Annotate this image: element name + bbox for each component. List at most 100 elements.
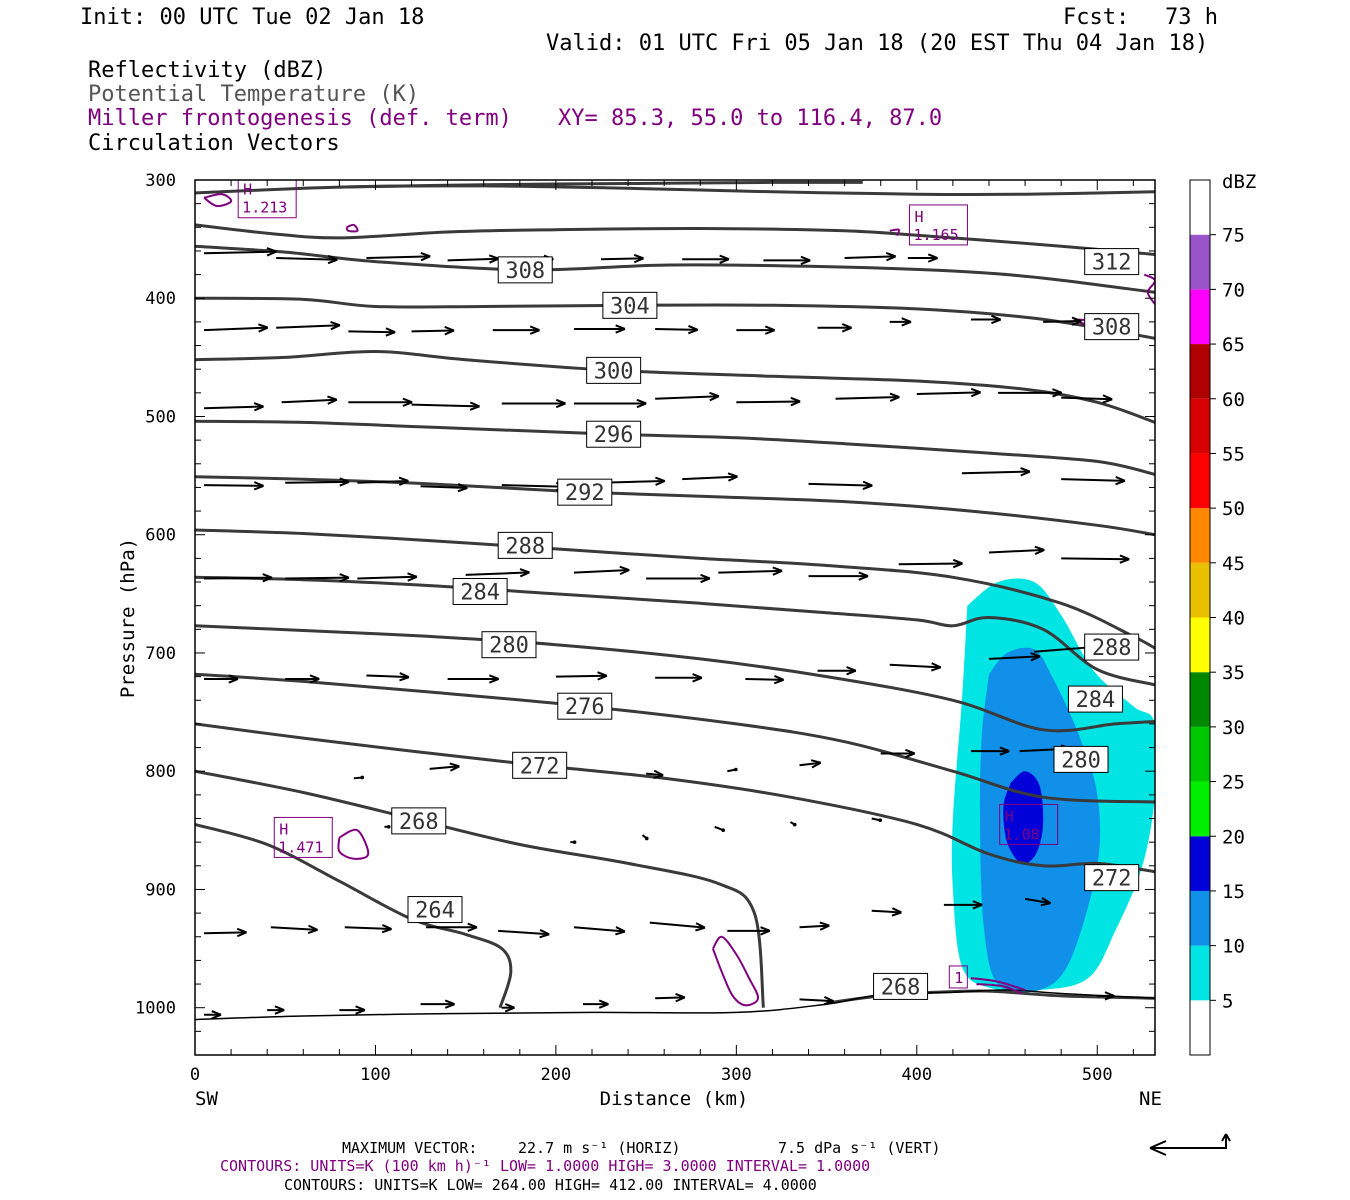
frontogenesis-max-letter: H (279, 820, 288, 838)
colorbar-label: 25 (1222, 772, 1245, 794)
frontogenesis-contour (711, 935, 760, 1007)
x-tick-label: 400 (901, 1065, 932, 1085)
circulation-vector (582, 999, 609, 1009)
circulation-vector (411, 401, 480, 411)
forecast-hour: 73 h (1165, 5, 1218, 30)
colorbar-label: 50 (1222, 498, 1245, 520)
circulation-vector (384, 824, 391, 829)
theta-label-text: 284 (1076, 688, 1116, 713)
theta-label-box (557, 478, 613, 506)
theta-label-text: 288 (1092, 636, 1132, 661)
circulation-vector (573, 398, 647, 409)
circulation-vector (411, 326, 455, 336)
colorbar-swatch (1190, 945, 1210, 1001)
circulation-vector (641, 834, 649, 841)
theta-label-text: 272 (520, 754, 560, 779)
circulation-vector (420, 999, 455, 1009)
circulation-vector (465, 568, 530, 578)
colorbar-label: 15 (1222, 881, 1245, 903)
theta-label: 268 (391, 807, 447, 835)
colorbar-label: 60 (1222, 389, 1245, 411)
circulation-vector (573, 926, 626, 936)
frontogenesis-contour (976, 983, 1022, 995)
forecast-label: Fcst: (1063, 5, 1129, 30)
circulation-vector (348, 397, 413, 407)
x-tick-label: 500 (1082, 1065, 1113, 1085)
frontogenesis-max-letter: H (1005, 807, 1014, 825)
circulation-vector (835, 392, 900, 402)
circulation-vector (357, 476, 409, 486)
theta-label: 296 (586, 420, 642, 448)
circulation-vector (1061, 394, 1113, 404)
circulation-vector (353, 775, 365, 780)
frontogenesis-contour (1143, 273, 1155, 305)
header: Init: 00 UTC Tue 02 Jan 18 Fcst: 73 h Va… (80, 5, 1218, 156)
circulation-vector (501, 1003, 515, 1013)
theta-label-box (1084, 864, 1140, 892)
y-axis-title: Pressure (hPa) (117, 538, 139, 698)
colorbar-swatch (1190, 398, 1210, 454)
circulation-vector (357, 572, 418, 582)
circulation-vector (600, 253, 644, 264)
theta-contour-320 (339, 180, 863, 189)
circulation-vector (570, 840, 577, 844)
colorbar-swatch (1190, 508, 1210, 563)
frontogenesis-max-letter: H (914, 208, 923, 226)
circulation-vector (425, 922, 478, 932)
circulation-vector (998, 388, 1063, 398)
frontogenesis-max-label: H1.471 (273, 816, 333, 858)
circulation-vector (970, 746, 1010, 756)
colorbar-label: 35 (1222, 662, 1245, 684)
max-vector-horizontal: 22.7 m s⁻¹ (HORIZ) (518, 1139, 681, 1157)
circulation-vector (447, 674, 500, 684)
circulation-vector (498, 929, 550, 939)
theta-contour-288 (195, 528, 1155, 650)
colorbar-label: 30 (1222, 717, 1245, 739)
theta-contour-296 (195, 419, 1155, 476)
theta-label-box (1067, 685, 1123, 713)
colorbar-label: 40 (1222, 608, 1245, 630)
colorbar-swatch (1190, 726, 1210, 782)
circulation-vector (789, 821, 797, 827)
circulation-vector (907, 253, 938, 263)
circulation-vector (285, 674, 320, 684)
colorbar-swatch (1190, 781, 1210, 837)
circulation-vector (844, 252, 897, 262)
circulation-vector (655, 673, 703, 683)
circulation-vector (203, 323, 269, 333)
max-vector-label: MAXIMUM VECTOR: (342, 1139, 477, 1157)
colorbar-label: 10 (1222, 936, 1245, 958)
circulation-vector (285, 477, 350, 487)
frontogenesis-max-box (999, 803, 1059, 845)
theta-label-text: 300 (594, 359, 634, 384)
circulation-vector (880, 748, 916, 759)
circulation-vector (204, 573, 273, 583)
circulation-vector (655, 993, 686, 1003)
circulation-vector (763, 255, 811, 266)
circulation-vector (344, 924, 392, 934)
circulation-vector (727, 767, 738, 773)
circulation-vector (281, 395, 338, 405)
circulation-vector (1024, 897, 1052, 907)
colorbar-swatch (1190, 890, 1210, 946)
circulation-vector (988, 652, 1041, 662)
circulation-vector (736, 325, 775, 335)
colorbar-swatch (1190, 617, 1210, 673)
theta-label: 272 (1084, 864, 1140, 892)
theta-label-text: 308 (1092, 316, 1132, 341)
circulation-vector (898, 558, 963, 569)
circulation-vector (276, 254, 338, 265)
theta-label: 268 (873, 972, 929, 1000)
x-axis-title: Distance (km) (600, 1088, 749, 1110)
theta-label: 300 (586, 356, 642, 384)
theta-label: 264 (407, 896, 463, 924)
circulation-vector (555, 671, 608, 681)
theta-label-text: 276 (565, 695, 605, 720)
circulation-vector (714, 825, 725, 832)
circulation-vector (799, 759, 822, 769)
theta-label: 308 (1084, 313, 1140, 341)
circulation-vector (646, 573, 711, 584)
theta-contour-308 (195, 244, 1155, 294)
init-time: Init: 00 UTC Tue 02 Jan 18 (80, 5, 424, 30)
theta-contour-304 (195, 296, 1155, 340)
